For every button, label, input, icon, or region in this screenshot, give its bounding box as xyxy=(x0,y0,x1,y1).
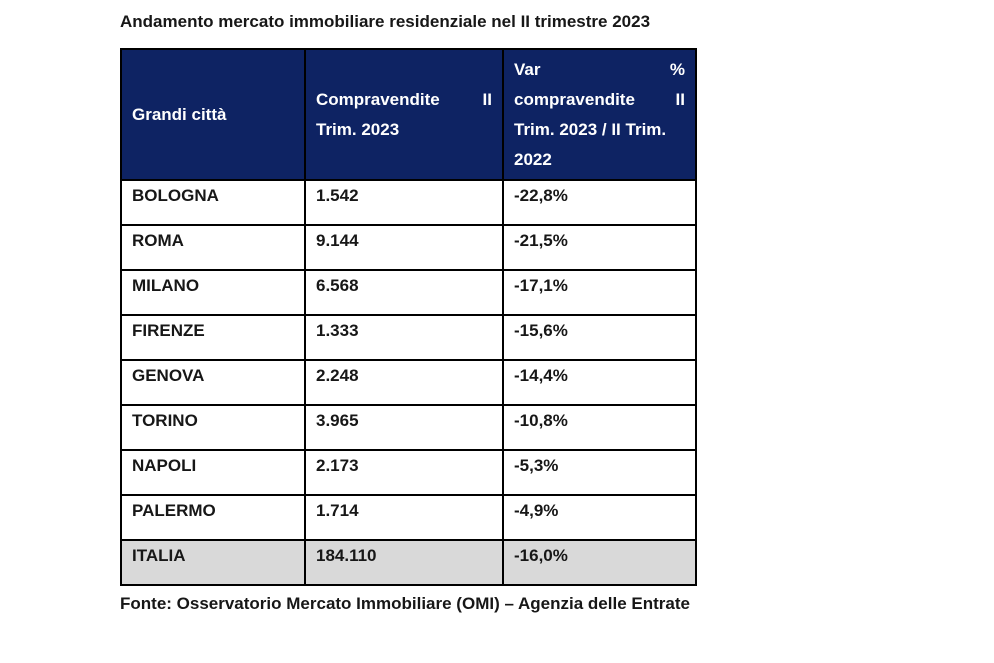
source-note: Fonte: Osservatorio Mercato Immobiliare … xyxy=(120,594,690,613)
city-cell: ITALIA xyxy=(120,539,306,586)
header-sales-word2: II xyxy=(482,89,492,109)
variation-cell: -5,3% xyxy=(502,449,697,496)
table-row-roma: ROMA 9.144 -21,5% xyxy=(120,224,697,271)
table-row-palermo: PALERMO 1.714 -4,9% xyxy=(120,494,697,541)
header-label-cities: Grandi città xyxy=(132,104,227,124)
header-var-word2: % xyxy=(669,60,685,79)
variation-cell: -22,8% xyxy=(502,179,697,226)
variation-cell: -15,6% xyxy=(502,314,697,361)
header-var-word4: II xyxy=(675,90,685,109)
sales-cell: 2.248 xyxy=(304,359,504,406)
header-var-line4: 2022 xyxy=(514,150,552,169)
city-cell: ROMA xyxy=(120,224,306,271)
table-row-italia-total: ITALIA 184.110 -16,0% xyxy=(120,539,697,586)
sales-cell: 1.714 xyxy=(304,494,504,541)
city-cell: PALERMO xyxy=(120,494,306,541)
header-sales-word1: Compravendite xyxy=(316,89,440,109)
table-row-genova: GENOVA 2.248 -14,4% xyxy=(120,359,697,406)
page-title: Andamento mercato immobiliare residenzia… xyxy=(120,12,651,31)
city-cell: FIRENZE xyxy=(120,314,306,361)
header-cell-variation: Var % compravendite II Trim. 2023 / II T… xyxy=(502,48,697,181)
sales-cell: 2.173 xyxy=(304,449,504,496)
variation-cell: -4,9% xyxy=(502,494,697,541)
variation-cell: -21,5% xyxy=(502,224,697,271)
variation-cell: -10,8% xyxy=(502,404,697,451)
header-sales-line1: Compravendite II xyxy=(316,85,492,115)
variation-cell: -14,4% xyxy=(502,359,697,406)
header-var-line1: Var % xyxy=(514,55,685,85)
header-sales-line2: Trim. 2023 xyxy=(316,119,400,139)
variation-cell: -17,1% xyxy=(502,269,697,316)
sales-cell: 9.144 xyxy=(304,224,504,271)
header-cell-sales: Compravendite II Trim. 2023 xyxy=(304,48,504,181)
header-var-line2: compravendite II xyxy=(514,85,685,115)
table-header-row: Grandi città Compravendite II Trim. 2023… xyxy=(120,48,697,181)
city-cell: TORINO xyxy=(120,404,306,451)
table-row-milano: MILANO 6.568 -17,1% xyxy=(120,269,697,316)
header-var-word3: compravendite xyxy=(514,90,635,109)
header-var-line3: Trim. 2023 / II Trim. xyxy=(514,120,667,139)
document-content: Andamento mercato immobiliare residenzia… xyxy=(120,12,697,614)
city-cell: BOLOGNA xyxy=(120,179,306,226)
header-cell-cities: Grandi città xyxy=(120,48,306,181)
sales-cell: 3.965 xyxy=(304,404,504,451)
real-estate-table: Grandi città Compravendite II Trim. 2023… xyxy=(120,48,697,586)
sales-cell: 1.333 xyxy=(304,314,504,361)
city-cell: MILANO xyxy=(120,269,306,316)
sales-cell: 184.110 xyxy=(304,539,504,586)
table-row-napoli: NAPOLI 2.173 -5,3% xyxy=(120,449,697,496)
city-cell: NAPOLI xyxy=(120,449,306,496)
city-cell: GENOVA xyxy=(120,359,306,406)
table-row-firenze: FIRENZE 1.333 -15,6% xyxy=(120,314,697,361)
sales-cell: 6.568 xyxy=(304,269,504,316)
table-row-bologna: BOLOGNA 1.542 -22,8% xyxy=(120,179,697,226)
variation-cell: -16,0% xyxy=(502,539,697,586)
header-var-word1: Var xyxy=(514,60,541,79)
sales-cell: 1.542 xyxy=(304,179,504,226)
table-row-torino: TORINO 3.965 -10,8% xyxy=(120,404,697,451)
